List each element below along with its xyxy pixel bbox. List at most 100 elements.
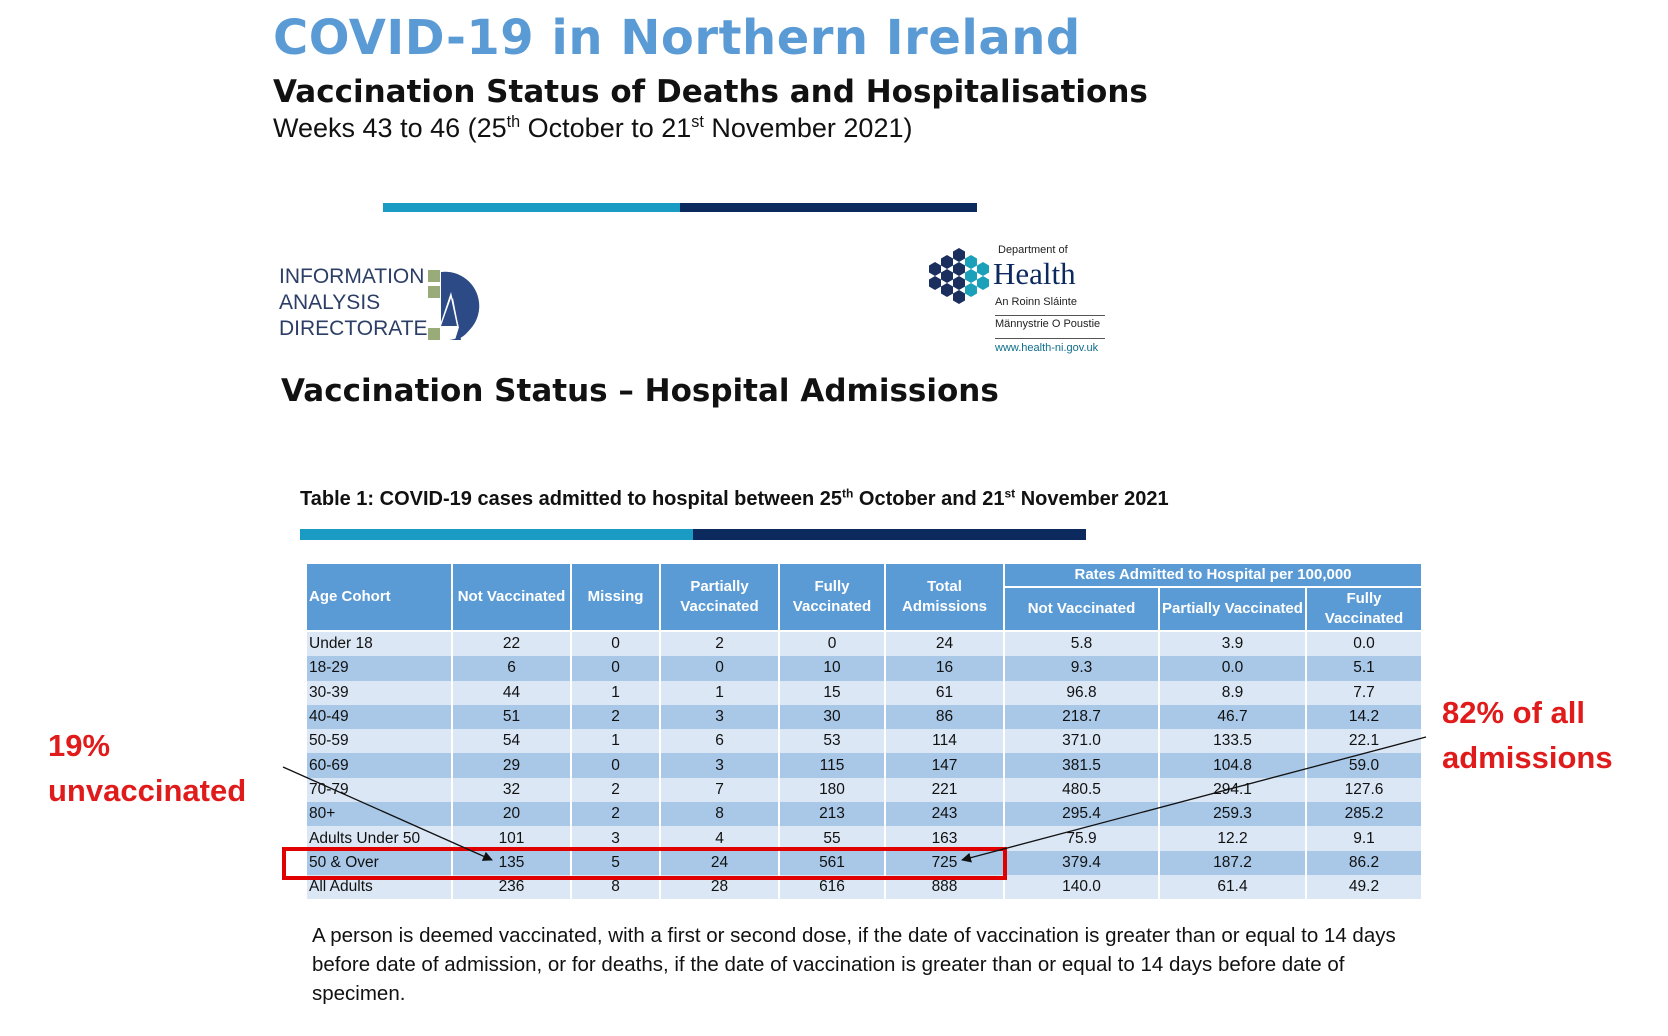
table-cell: 480.5: [1003, 777, 1160, 803]
table-row-label: 50 & Over: [305, 850, 453, 875]
table-cell: 55: [778, 826, 886, 851]
table-cell: 101: [451, 826, 572, 851]
table-cell: 135: [451, 850, 572, 875]
col-header-rate-not: Not Vaccinated: [1003, 586, 1160, 632]
table-row: 50-59 54 1 6 53 114 371.0 133.5 22.1: [305, 729, 1423, 754]
table-cell: 53: [778, 729, 886, 754]
table-cell: 133.5: [1158, 729, 1307, 754]
table-cell: 114: [884, 729, 1005, 754]
caption-bar-light: [300, 529, 693, 540]
table-cell: 10: [778, 656, 886, 681]
date-range-part: Weeks 43 to 46 (25: [273, 113, 507, 143]
table-cell: 4: [659, 826, 780, 851]
table-cell: 16: [884, 656, 1005, 681]
divider-bar-dark: [680, 203, 977, 212]
table-row: 40-49 51 2 3 30 86 218.7 46.7 14.2: [305, 704, 1423, 730]
table-cell: 3: [659, 753, 780, 778]
table-cell: 1: [570, 729, 661, 754]
table-row: 50 & Over 135 5 24 561 725 379.4 187.2 86.2: [305, 850, 1423, 875]
col-header-rates-group: Rates Admitted to Hospital per 100,000: [1003, 562, 1423, 588]
table-cell: 371.0: [1003, 729, 1160, 754]
table-cell: 294.1: [1158, 777, 1307, 803]
table-row: Under 18 22 0 2 0 24 5.8 3.9 0.0: [305, 631, 1423, 657]
table-caption-part: November 2021: [1015, 488, 1169, 510]
table-cell: 59.0: [1305, 753, 1423, 778]
table-cell: 0: [570, 753, 661, 778]
annotation-admissions: 82% of all admissions: [1442, 690, 1613, 780]
table-cell: 0: [778, 631, 886, 657]
table-cell: 30: [778, 704, 886, 730]
doh-logo-rule: [995, 315, 1105, 316]
table-cell: 381.5: [1003, 753, 1160, 778]
col-header-fully: Fully Vaccinated: [778, 562, 886, 632]
table-cell: 22: [451, 631, 572, 657]
table-cell: 243: [884, 802, 1005, 827]
doh-logo-rule: [995, 338, 1105, 339]
table-caption-part: Table 1: COVID-19 cases admitted to hosp…: [300, 488, 843, 510]
table-cell: 96.8: [1003, 680, 1160, 705]
iad-logo-line: DIRECTORATE: [279, 317, 428, 340]
col-header-rate-fully: Fully Vaccinated: [1305, 586, 1423, 632]
table-row: 60-69 29 0 3 115 147 381.5 104.8 59.0: [305, 753, 1423, 778]
col-header-partially: Partially Vaccinated: [659, 562, 780, 632]
table-row: 70-79 32 2 7 180 221 480.5 294.1 127.6: [305, 777, 1423, 803]
table-row-label: 50-59: [305, 729, 453, 754]
table-cell: 86.2: [1305, 850, 1423, 875]
table-cell: 0: [570, 656, 661, 681]
table-cell: 5.1: [1305, 656, 1423, 681]
iad-logo-line: INFORMATION: [279, 265, 425, 288]
table-row: 18-29 6 0 0 10 16 9.3 0.0 5.1: [305, 656, 1423, 681]
table-cell: 187.2: [1158, 850, 1307, 875]
col-header-age: Age Cohort: [305, 562, 453, 632]
annotation-line: admissions: [1442, 740, 1613, 775]
table-caption-sup: st: [1004, 486, 1016, 501]
table-cell: 2: [659, 631, 780, 657]
table-cell: 561: [778, 850, 886, 875]
date-range-sup: st: [691, 113, 704, 131]
doh-logo-scots: Männystrie O Poustie: [995, 318, 1101, 330]
table-cell: 22.1: [1305, 729, 1423, 754]
arrow-right: [961, 736, 1427, 863]
doh-logo-irish: An Roinn Sláinte: [995, 296, 1077, 308]
table-cell: 20: [451, 802, 572, 827]
table-row-label: 40-49: [305, 704, 453, 730]
table-cell: 2: [570, 802, 661, 827]
annotation-unvaccinated: 19% unvaccinated: [48, 723, 246, 813]
table-cell: 61.4: [1158, 874, 1307, 900]
table-cell: 115: [778, 753, 886, 778]
table-row-label: 30-39: [305, 680, 453, 705]
table-cell: 0: [659, 656, 780, 681]
footnote: A person is deemed vaccinated, with a fi…: [312, 924, 1396, 1005]
table-cell: 163: [884, 826, 1005, 851]
table-cell: 15: [778, 680, 886, 705]
table-row-label: 70-79: [305, 777, 453, 803]
table-row-label: Adults Under 50: [305, 826, 453, 851]
divider-bar-light: [383, 203, 680, 212]
table-cell: 6: [659, 729, 780, 754]
table-cell: 29: [451, 753, 572, 778]
table-cell: 213: [778, 802, 886, 827]
table-cell: 3: [659, 704, 780, 730]
table-cell: 221: [884, 777, 1005, 803]
table-cell: 8: [659, 802, 780, 827]
table-caption-sup: th: [842, 486, 854, 501]
table-cell: 6: [451, 656, 572, 681]
admissions-table: Age Cohort Not Vaccinated Missing Partia…: [305, 562, 1423, 900]
iad-logo-line: ANALYSIS: [279, 291, 381, 314]
col-header-rate-partial: Partially Vaccinated: [1158, 586, 1307, 632]
date-range-sup: th: [506, 113, 521, 131]
table-cell: 5: [570, 850, 661, 875]
table-cell: 140.0: [1003, 874, 1160, 900]
table-row-label: 18-29: [305, 656, 453, 681]
table-caption-part: October and 21: [853, 488, 1005, 510]
page-title: COVID-19 in Northern Ireland: [273, 10, 1081, 66]
annotation-line: 19%: [48, 728, 111, 763]
table-cell: 24: [884, 631, 1005, 657]
table-cell: 61: [884, 680, 1005, 705]
annotation-line: 82% of all: [1442, 695, 1585, 730]
table-cell: 285.2: [1305, 802, 1423, 827]
table-cell: 3.9: [1158, 631, 1307, 657]
table-cell: 180: [778, 777, 886, 803]
table-cell: 218.7: [1003, 704, 1160, 730]
table-row: 30-39 44 1 1 15 61 96.8 8.9 7.7: [305, 680, 1423, 705]
